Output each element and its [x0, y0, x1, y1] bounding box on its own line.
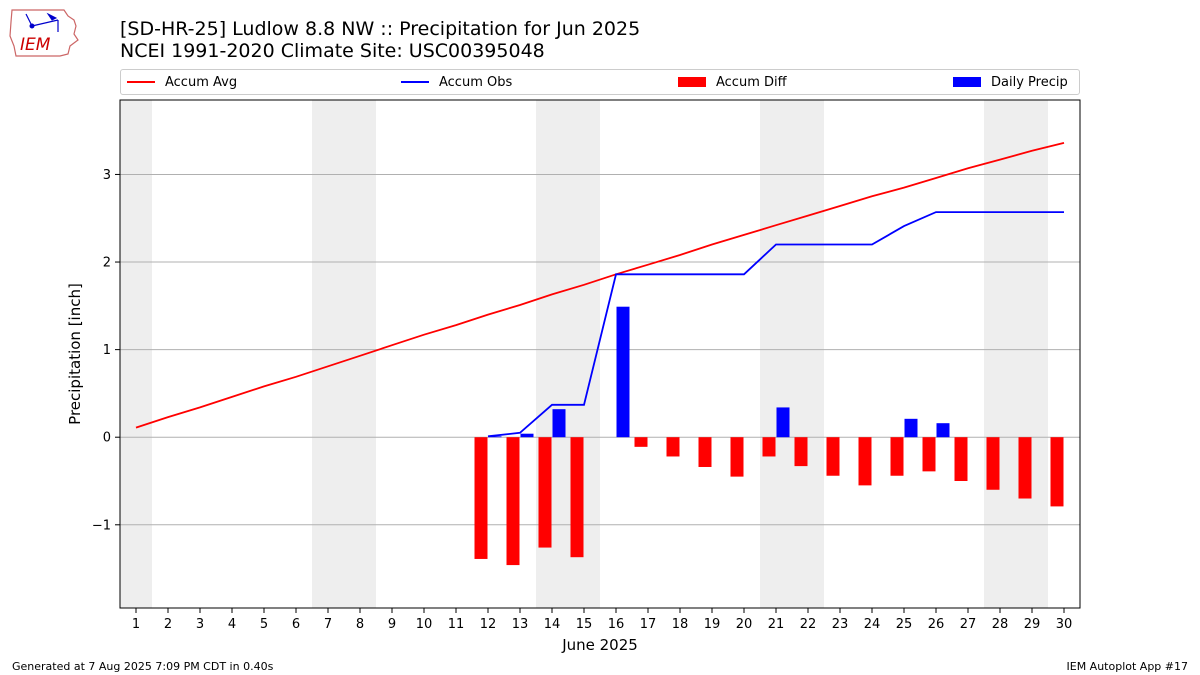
chart-subtitle: NCEI 1991-2020 Climate Site: USC00395048 — [120, 40, 545, 62]
x-tick-label: 17 — [640, 617, 657, 632]
x-tick-label: 8 — [356, 617, 364, 632]
x-tick-label: 14 — [544, 617, 561, 632]
weekend-shading — [984, 100, 1048, 608]
y-axis-label: Precipitation [inch] — [66, 283, 84, 425]
legend-label-accum-obs: Accum Obs — [439, 74, 513, 90]
accum-diff-bar — [474, 437, 488, 559]
x-tick-label: 29 — [1024, 617, 1041, 632]
y-tick-label: 1 — [103, 343, 111, 358]
x-tick-label: 6 — [292, 617, 300, 632]
accum-diff-bar — [762, 437, 776, 457]
accum-diff-bar — [954, 437, 968, 481]
daily-precip-bar — [776, 407, 790, 438]
accum-diff-bar — [634, 437, 648, 447]
weekend-shading — [760, 100, 824, 608]
y-tick-label: −1 — [92, 518, 111, 533]
x-tick-label: 21 — [768, 617, 785, 632]
x-tick-label: 1 — [132, 617, 140, 632]
x-tick-label: 2 — [164, 617, 172, 632]
accum-diff-bar — [666, 437, 680, 457]
x-tick-label: 7 — [324, 617, 332, 632]
legend-swatch-accum-diff — [678, 77, 706, 87]
x-tick-label: 25 — [896, 617, 913, 632]
weekend-shading — [312, 100, 376, 608]
x-tick-label: 15 — [576, 617, 593, 632]
chart-legend: Accum Avg Accum Obs Accum Diff Daily Pre… — [120, 69, 1080, 95]
accum-diff-bar — [1018, 437, 1032, 499]
x-tick-label: 5 — [260, 617, 268, 632]
legend-label-daily-precip: Daily Precip — [991, 74, 1068, 90]
iem-logo: IEM — [9, 9, 79, 57]
x-axis-label: June 2025 — [561, 636, 638, 654]
accum-diff-bar — [730, 437, 744, 477]
daily-precip-bar — [616, 306, 630, 438]
plot-frame — [119, 99, 1081, 609]
legend-label-accum-diff: Accum Diff — [716, 74, 787, 90]
accum-diff-bar — [794, 437, 808, 467]
weekend-shading — [120, 100, 152, 608]
legend-label-accum-avg: Accum Avg — [165, 74, 238, 90]
daily-precip-bar — [552, 409, 566, 438]
accum-diff-bar — [890, 437, 904, 476]
x-tick-label: 16 — [608, 617, 625, 632]
y-tick-label: 3 — [103, 168, 111, 183]
x-tick-label: 4 — [228, 617, 236, 632]
logo-text: IEM — [20, 35, 51, 55]
daily-precip-bar — [488, 436, 502, 438]
legend-swatch-accum-obs — [401, 81, 429, 83]
daily-precip-bar — [936, 423, 950, 438]
legend-swatch-daily-precip — [953, 77, 981, 87]
iowa-outline-icon — [9, 9, 79, 57]
accum-diff-bar — [698, 437, 712, 467]
generated-timestamp: Generated at 7 Aug 2025 7:09 PM CDT in 0… — [12, 660, 274, 673]
accum-diff-bar — [986, 437, 1000, 490]
accum-diff-bar — [922, 437, 936, 472]
x-tick-label: 11 — [448, 617, 465, 632]
daily-precip-bar — [904, 418, 918, 438]
accum-diff-bar — [826, 437, 840, 476]
legend-item-daily-precip: Daily Precip — [953, 70, 1068, 94]
accum-obs-line — [487, 211, 1064, 438]
accum-diff-bar — [1050, 437, 1064, 507]
y-tick-label: 0 — [103, 431, 111, 446]
x-tick-label: 26 — [928, 617, 945, 632]
x-tick-label: 9 — [388, 617, 396, 632]
x-tick-label: 30 — [1056, 617, 1073, 632]
app-credit: IEM Autoplot App #17 — [1066, 660, 1189, 673]
x-tick-label: 22 — [800, 617, 817, 632]
x-tick-label: 12 — [480, 617, 497, 632]
weather-station-icon — [25, 12, 59, 32]
x-tick-label: 3 — [196, 617, 204, 632]
accum-diff-bar — [858, 437, 872, 486]
legend-swatch-accum-avg — [127, 81, 155, 83]
x-tick-label: 19 — [704, 617, 721, 632]
x-tick-label: 20 — [736, 617, 753, 632]
accum-avg-line — [135, 142, 1065, 429]
legend-item-accum-diff: Accum Diff — [678, 70, 787, 94]
x-tick-label: 18 — [672, 617, 689, 632]
chart-title: [SD-HR-25] Ludlow 8.8 NW :: Precipitatio… — [120, 18, 641, 40]
legend-item-accum-avg: Accum Avg — [127, 70, 237, 94]
legend-item-accum-obs: Accum Obs — [401, 70, 512, 94]
weekend-shading — [536, 100, 600, 608]
x-tick-label: 24 — [864, 617, 881, 632]
x-tick-label: 28 — [992, 617, 1009, 632]
accum-diff-bar — [506, 437, 520, 566]
y-tick-label: 2 — [103, 256, 111, 271]
x-tick-label: 27 — [960, 617, 977, 632]
daily-precip-bar — [520, 433, 534, 438]
x-tick-label: 23 — [832, 617, 849, 632]
x-tick-label: 13 — [512, 617, 529, 632]
x-tick-label: 10 — [416, 617, 433, 632]
accum-diff-bar — [538, 437, 552, 548]
accum-diff-bar — [570, 437, 584, 558]
